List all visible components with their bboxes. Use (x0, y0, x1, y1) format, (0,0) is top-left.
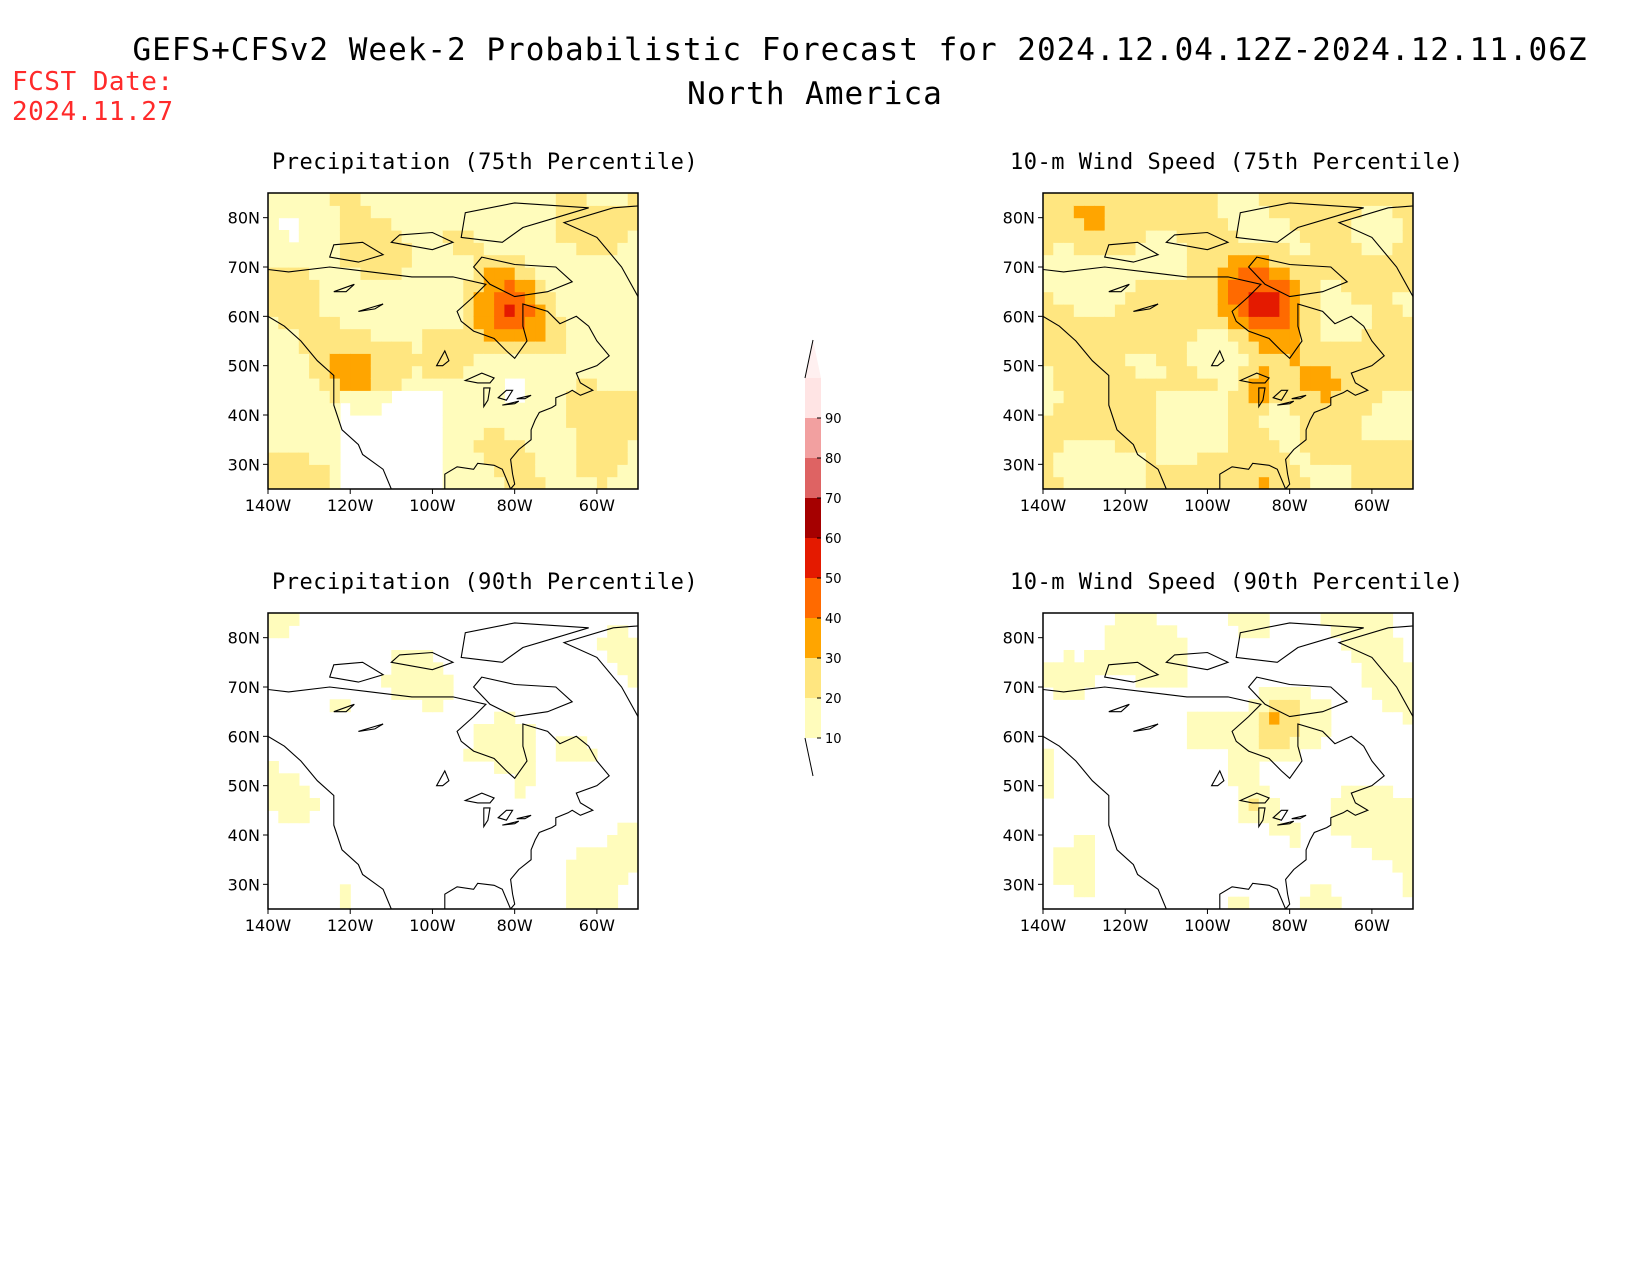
lat-tick-label: 80N (1003, 629, 1035, 648)
map-wind-90: 80N 70N 60N 50N 40N 30N 140W 120W 100W 80W 60W (1003, 612, 1414, 935)
lat-tick-label: 70N (1003, 678, 1035, 697)
lat-tick-label: 40N (1003, 406, 1035, 425)
lon-tick-label: 140W (245, 916, 292, 935)
probability-field (268, 613, 638, 909)
lon-tick-label: 140W (1020, 496, 1067, 515)
lon-tick-label: 140W (245, 496, 292, 515)
lat-tick-label: 30N (1003, 875, 1035, 894)
colorbar-level-label: 30 (825, 652, 842, 667)
map-frame (267, 192, 639, 490)
colorbar-top-arrow (805, 340, 821, 378)
lon-tick-label: 100W (409, 916, 456, 935)
colorbar-level-label: 10 (825, 732, 842, 747)
colorbar-swatch (805, 618, 821, 658)
lat-tick-label: 60N (228, 307, 260, 326)
lon-tick-label: 120W (327, 916, 374, 935)
lon-tick-label: 140W (1020, 916, 1067, 935)
colorbar-level-label: 40 (825, 612, 842, 627)
lat-tick-label: 50N (1003, 777, 1035, 796)
lon-tick-label: 80W (1272, 496, 1308, 515)
lon-tick-label: 100W (409, 496, 456, 515)
lat-tick-label: 80N (228, 209, 260, 228)
lat-tick-label: 70N (1003, 258, 1035, 277)
map-precip-90: 80N 70N 60N 50N 40N 30N 140W 120W 100W 80W 60W (228, 612, 639, 935)
map-frame (1042, 612, 1414, 910)
lat-tick-label: 50N (1003, 357, 1035, 376)
lon-tick-label: 100W (1184, 496, 1231, 515)
lat-tick-label: 30N (228, 875, 260, 894)
coastline (268, 622, 638, 909)
lat-tick-label: 30N (1003, 455, 1035, 474)
colorbar-swatch (805, 578, 821, 618)
colorbar-swatch (805, 378, 821, 418)
colorbar-swatch (805, 658, 821, 698)
lat-tick-label: 50N (228, 357, 260, 376)
lon-tick-label: 60W (579, 916, 615, 935)
coastline (1043, 202, 1413, 489)
colorbar-swatch (805, 498, 821, 538)
forecast-date-value: 2024.11.27 (12, 97, 174, 127)
probability-field (268, 193, 638, 489)
colorbar-level-label: 20 (825, 692, 842, 707)
panel-title-precip-75: Precipitation (75th Percentile) (272, 150, 699, 175)
colorbar-swatch (805, 418, 821, 458)
lon-tick-label: 80W (1272, 916, 1308, 935)
colorbar-bottom-arrow (804, 737, 814, 777)
color-scale-legend: 10 20 30 40 50 60 70 80 90 (804, 339, 842, 777)
forecast-date-label: FCST Date: (12, 67, 174, 97)
lat-tick-label: 60N (1003, 727, 1035, 746)
coastline (268, 202, 638, 489)
lon-tick-label: 60W (1354, 916, 1390, 935)
map-frame (267, 612, 639, 910)
colorbar-level-label: 70 (825, 492, 842, 507)
lon-tick-label: 120W (1102, 916, 1149, 935)
lon-tick-label: 60W (579, 496, 615, 515)
colorbar-level-label: 90 (825, 412, 842, 427)
lat-tick-label: 40N (228, 826, 260, 845)
main-title: GEFS+CFSv2 Week-2 Probabilistic Forecast… (132, 32, 1588, 68)
colorbar-swatch (805, 698, 821, 738)
lat-tick-label: 60N (228, 727, 260, 746)
panel-title-wind-90: 10-m Wind Speed (90th Percentile) (1010, 570, 1464, 595)
lon-tick-label: 60W (1354, 496, 1390, 515)
lat-tick-label: 40N (1003, 826, 1035, 845)
map-wind-75: 80N 70N 60N 50N 40N 30N 140W 120W 100W 80W 60W (1003, 192, 1414, 515)
lat-tick-label: 80N (228, 629, 260, 648)
lat-tick-label: 30N (228, 455, 260, 474)
lon-tick-label: 80W (497, 496, 533, 515)
lon-tick-label: 120W (327, 496, 374, 515)
colorbar-level-label: 60 (825, 532, 842, 547)
colorbar-swatch (805, 538, 821, 578)
colorbar-swatch (805, 458, 821, 498)
lat-tick-label: 70N (228, 258, 260, 277)
colorbar-level-label: 50 (825, 572, 842, 587)
panel-title-precip-90: Precipitation (90th Percentile) (272, 570, 699, 595)
lat-tick-label: 80N (1003, 209, 1035, 228)
lon-tick-label: 100W (1184, 916, 1231, 935)
map-precip-75: 80N 70N 60N 50N 40N 30N 140W 120W 100W 80W 60W (228, 192, 639, 515)
probability-field (1043, 613, 1413, 909)
coastline (1043, 622, 1413, 909)
colorbar-level-label: 80 (825, 452, 842, 467)
panel-title-wind-75: 10-m Wind Speed (75th Percentile) (1010, 150, 1464, 175)
map-frame (1042, 192, 1414, 490)
lat-tick-label: 50N (228, 777, 260, 796)
lat-tick-label: 70N (228, 678, 260, 697)
lon-tick-label: 80W (497, 916, 533, 935)
lon-tick-label: 120W (1102, 496, 1149, 515)
region-subtitle: North America (687, 76, 943, 112)
lat-tick-label: 60N (1003, 307, 1035, 326)
lat-tick-label: 40N (228, 406, 260, 425)
probability-field (1043, 193, 1413, 489)
